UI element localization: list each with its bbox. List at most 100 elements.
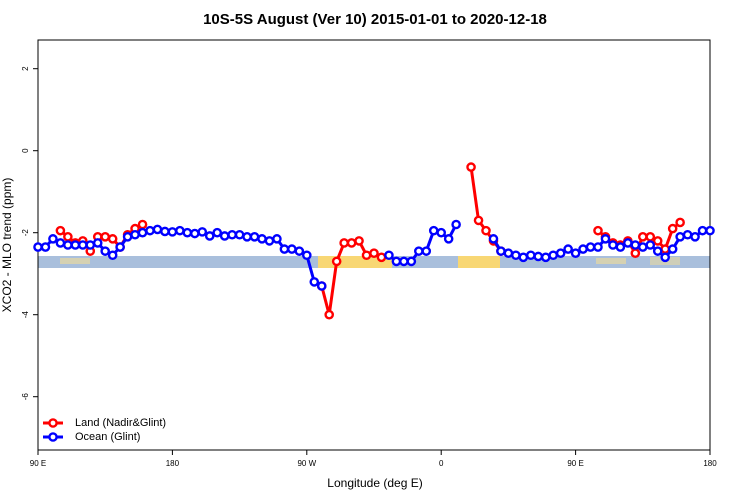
point [339,238,349,248]
point [272,234,282,244]
point [585,242,596,252]
point [92,238,103,248]
point [682,229,693,240]
point [675,217,685,228]
point [107,250,118,261]
point [182,227,193,238]
point [212,227,222,238]
point [85,240,96,250]
y-axis-label: XCO2 - MLO trend (ppm) [0,178,14,313]
point [608,240,618,250]
point [346,238,357,248]
point [167,227,178,237]
point [690,231,700,242]
y-tick-label: 0 [21,148,30,153]
point [227,229,237,240]
point [481,225,491,236]
point [130,229,140,240]
y-tick-label: 2 [21,66,30,71]
point [615,242,626,252]
point [406,256,417,267]
point [316,281,327,291]
point [555,248,566,258]
x-axis-label: Longitude (deg E) [327,476,422,490]
point [630,248,641,258]
y-tick-label: -4 [21,311,30,319]
legend-marker [48,418,58,428]
point [548,250,559,261]
point [175,225,185,236]
point [540,252,551,263]
point [533,251,544,262]
point [570,248,581,258]
point [652,236,663,246]
point [645,231,656,242]
point [623,238,633,248]
point [660,252,671,263]
point [331,256,342,267]
point [600,234,611,244]
point [33,242,43,252]
point [294,246,305,256]
series-line [59,166,682,316]
point [100,246,110,256]
point [70,240,81,250]
point [63,240,73,250]
point [219,231,230,241]
point [137,219,148,230]
chart-title: 10S-5S August (Ver 10) 2015-01-01 to 202… [203,11,547,28]
point [152,224,163,235]
point [384,250,394,261]
point [399,256,409,267]
point [160,226,170,237]
point [40,242,51,252]
point [249,231,260,242]
point [645,240,656,250]
y-tick-label: -2 [21,229,30,237]
x-tick-label: 90 E [30,459,46,468]
point [705,225,715,236]
point [503,248,514,258]
point [652,246,663,256]
x-tick-label: 0 [439,459,444,468]
point [578,244,588,254]
point [660,244,671,254]
point [413,246,424,256]
point [443,234,454,244]
point [496,246,506,256]
point [324,309,335,320]
point [55,225,66,236]
point [287,244,297,254]
point [264,236,275,246]
point [189,228,200,239]
point [488,234,499,244]
legend-label: Land (Nadir&Glint) [75,417,166,429]
point [675,231,685,242]
point [145,225,155,236]
point [451,219,461,230]
x-tick-label: 90 E [567,459,583,468]
point [78,240,88,250]
point [428,225,439,236]
point [197,227,208,237]
legend-label: Ocean (Glint) [75,431,140,443]
point [354,236,364,246]
point [122,231,133,242]
point [466,162,476,172]
point [421,246,432,256]
point [55,238,66,248]
point [526,250,536,261]
point [100,231,110,242]
point [593,242,603,252]
x-tick-label: 90 W [297,459,316,468]
point [369,248,379,258]
point [361,250,372,261]
point [107,234,118,244]
point [436,227,447,238]
point [301,250,312,261]
x-tick-label: 180 [703,459,717,468]
point [309,277,320,287]
point [257,234,267,244]
point [48,234,58,244]
